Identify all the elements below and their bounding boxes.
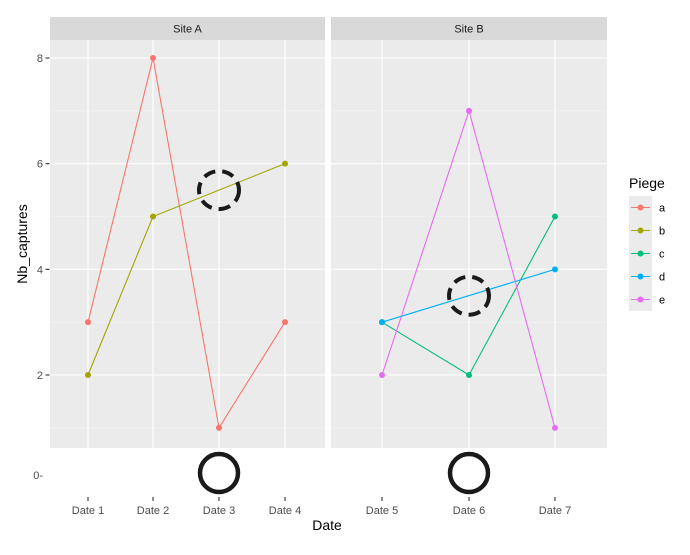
- legend-key-point: [637, 204, 644, 211]
- legend-item-b: b: [629, 219, 665, 242]
- x-tick-label: Date 4: [269, 505, 301, 517]
- y-tick-label: 6: [37, 159, 43, 171]
- data-point-d: [379, 319, 385, 326]
- series-line-d: [381, 268, 556, 323]
- data-point-b: [282, 160, 288, 167]
- data-point-b: [85, 372, 91, 378]
- legend-label: d: [659, 272, 665, 284]
- facet-panel-site-a: Site A: [50, 17, 325, 448]
- legend-item-a: a: [629, 196, 666, 219]
- annotations-layer: [197, 169, 491, 495]
- x-tick-label: Date 7: [539, 505, 571, 517]
- legend-title: Piege: [629, 175, 665, 191]
- legend-key-point: [637, 296, 644, 303]
- legend-item-c: c: [629, 242, 665, 265]
- data-point-a: [150, 55, 156, 61]
- legend-label: b: [659, 226, 665, 238]
- y-tick-label: 2: [37, 370, 43, 382]
- x-tick-label: Date 3: [203, 505, 235, 517]
- x-tick-label: Date 5: [366, 505, 398, 517]
- data-point-d: [552, 266, 558, 273]
- data-point-c: [552, 213, 558, 220]
- data-point-a: [282, 319, 288, 326]
- axes-layer: 2 4 6 8 0- Nb_captures Date Date 1 Date 2 Date 3 D…: [14, 53, 571, 533]
- x-axis-title: Date: [312, 517, 342, 533]
- facet-strip: [50, 17, 325, 40]
- solid-circle-annotation: [197, 451, 241, 495]
- data-point-a: [85, 319, 91, 326]
- legend-label: a: [659, 203, 666, 215]
- panels-layer: Site A Site B: [50, 17, 607, 448]
- facet-strip-label: Site A: [173, 24, 202, 36]
- facet-panel-site-b: Site B: [331, 17, 607, 448]
- dashed-circle-annotation: [447, 274, 491, 317]
- legend-key-point: [637, 250, 644, 257]
- series-line-a: [87, 57, 286, 430]
- legend-item-e: e: [629, 288, 665, 311]
- y-tick-label: 8: [37, 53, 43, 65]
- legend-key-point: [637, 227, 644, 234]
- solid-circle-annotation: [447, 451, 491, 495]
- facet-strip-label: Site B: [454, 24, 483, 36]
- data-point-c: [466, 372, 472, 378]
- legend-key-point: [637, 273, 644, 280]
- y-zero-label: 0-: [33, 470, 43, 482]
- data-point-e: [379, 372, 385, 378]
- legend-item-d: d: [629, 265, 665, 288]
- legend-label: e: [659, 295, 665, 307]
- y-axis-title: Nb_captures: [14, 204, 30, 283]
- panel-background: [50, 40, 325, 448]
- data-point-e: [466, 107, 472, 114]
- facet-strip: [331, 17, 607, 40]
- y-tick-label: 4: [37, 264, 43, 276]
- x-tick-label: Date 1: [72, 505, 104, 517]
- data-point-a: [216, 424, 222, 431]
- x-tick-label: Date 2: [137, 505, 169, 517]
- legend-label: c: [659, 249, 665, 261]
- data-point-e: [552, 424, 558, 431]
- dashed-circle-annotation: [197, 169, 241, 212]
- data-point-b: [150, 213, 156, 220]
- x-tick-label: Date 6: [453, 505, 485, 517]
